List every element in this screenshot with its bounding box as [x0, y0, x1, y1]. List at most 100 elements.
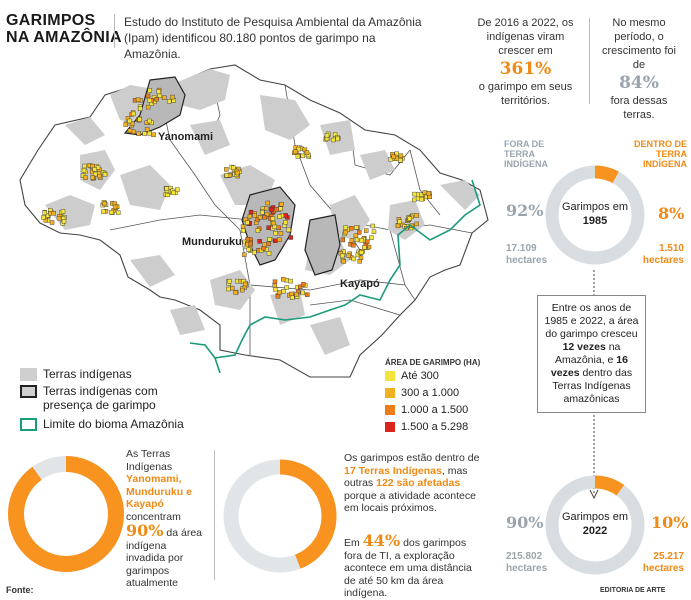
garimpo-point: [81, 167, 87, 173]
stat-outside-value: 84%: [619, 73, 659, 93]
title-line-2: NA AMAZÔNIA: [6, 29, 122, 46]
growth-box-text-2: na Amazônia, e: [555, 341, 621, 366]
concentration-text-3: da área indígena invadida por garimpos a…: [126, 527, 203, 589]
garimpo-point: [422, 190, 427, 195]
garimpo-point: [97, 173, 102, 179]
garimpo-point: [343, 229, 348, 235]
dashed-connector: [589, 270, 599, 500]
garimpo-point: [240, 224, 246, 229]
garimpo-point: [290, 295, 295, 300]
garimpo-point: [41, 215, 46, 220]
garimpo-point: [137, 106, 143, 111]
legend-swatch-ti-garimpo: [20, 385, 37, 398]
garimpo-point: [353, 233, 359, 238]
garimpo-point: [266, 251, 272, 256]
divider: [114, 14, 115, 48]
donut-1985: [545, 165, 645, 265]
garimpo-point: [354, 237, 360, 243]
divider: [589, 18, 590, 104]
garimpo-point: [56, 215, 62, 221]
garimpo-point: [240, 228, 246, 233]
donut-concentration: [8, 456, 124, 572]
garimpo-point: [235, 170, 240, 176]
garimpo-point: [112, 204, 118, 210]
garimpo-point: [229, 285, 235, 291]
donut-2022-center: Garimpos em 2022: [560, 510, 630, 538]
garimpo-point: [412, 191, 417, 197]
garimpo-point: [364, 228, 369, 233]
legend-limite: Limite do bioma Amazônia: [20, 417, 184, 431]
garimpo-point: [234, 278, 240, 284]
garimpo-point: [252, 250, 257, 255]
garimpo-point: [283, 213, 288, 218]
garimpo-point: [90, 175, 95, 180]
garimpo-point: [147, 130, 152, 136]
garimpo-point: [293, 149, 298, 155]
garimpo-point: [281, 288, 286, 294]
garimpo-point: [278, 206, 283, 212]
garimpo-point: [82, 163, 87, 169]
garimpo-point: [288, 278, 293, 284]
growth-box-bold-1: 12 vezes: [562, 341, 606, 353]
area-legend-label: 300 a 1.000: [401, 387, 460, 399]
growth-box-text-1: Entre os anos de 1985 e 2022, a área do …: [544, 302, 639, 340]
concentration-lands: Yanomami, Munduruku e Kayapó: [126, 473, 192, 510]
stat-indigenous-pre: De 2016 a 2022, os indígenas viram cresc…: [477, 17, 574, 57]
garimpo-point: [252, 213, 258, 218]
garimpo-point: [61, 218, 67, 224]
legend-swatch-ti: [20, 367, 37, 381]
d1985-dentro-pct: 8%: [658, 204, 685, 223]
garimpo-point: [270, 216, 276, 221]
garimpo-point: [147, 118, 152, 124]
area-legend-item: 300 a 1.000: [385, 387, 459, 399]
source-label: Fonte:: [6, 585, 34, 595]
subtitle: Estudo do Instituto de Pesquisa Ambienta…: [124, 15, 422, 61]
garimpo-point: [151, 132, 156, 137]
garimpo-point: [275, 294, 281, 299]
garimpo-point: [362, 245, 367, 250]
garimpo-point: [92, 171, 98, 177]
garimpo-point: [277, 290, 282, 295]
garimpo-point: [273, 238, 278, 244]
stat-outside-post: fora dessas terras.: [610, 95, 668, 121]
garimpo-point: [175, 187, 180, 192]
garimpo-point: [279, 201, 284, 207]
affected-text-2: , mas outras: [344, 464, 468, 490]
d1985-fora-pct: 92%: [506, 201, 544, 220]
donut-1985-center-label: Garimpos em: [561, 201, 629, 213]
garimpo-point: [248, 209, 254, 215]
area-legend-swatch: [385, 388, 395, 398]
garimpo-point: [358, 255, 364, 261]
garimpo-point: [359, 250, 364, 255]
stat-indigenous-value: 361%: [499, 59, 552, 79]
concentration-pct: 90%: [126, 521, 164, 540]
garimpo-point: [145, 93, 151, 99]
garimpo-point: [267, 236, 272, 242]
proximity-pct: 44%: [362, 531, 401, 550]
growth-box-text-3: dentro das Terras Indígenas amazônicas: [552, 367, 633, 405]
garimpo-point: [294, 292, 299, 297]
garimpo-point: [301, 282, 306, 287]
garimpo-point: [349, 238, 355, 243]
garimpo-point: [60, 209, 66, 214]
garimpo-point: [109, 210, 114, 215]
garimpo-points: [41, 87, 432, 300]
garimpo-point: [398, 158, 403, 163]
title-line-1: GARIMPOS: [6, 12, 96, 29]
affected-text-1: Os garimpos estão dentro de: [344, 452, 480, 464]
garimpo-point: [245, 220, 250, 225]
area-legend-label: Até 300: [401, 370, 439, 382]
garimpo-point: [246, 247, 251, 253]
garimpo-point: [156, 89, 162, 94]
concentration-text: As Terras Indígenas Yanomami, Munduruku …: [126, 448, 208, 590]
legend-ti-garimpo: Terras indígenas com presença de garimpo: [20, 384, 183, 412]
garimpo-point: [264, 211, 270, 217]
garimpo-point: [247, 214, 253, 219]
label-yanomami: Yanomami: [158, 131, 213, 143]
garimpo-point: [145, 104, 151, 110]
col-fora: FORA DE TERRA INDÍGENA: [504, 139, 549, 169]
garimpo-point: [136, 131, 141, 136]
legend-ti-label: Terras indígenas: [43, 367, 132, 381]
garimpo-point: [45, 213, 50, 218]
garimpo-point: [349, 226, 354, 231]
